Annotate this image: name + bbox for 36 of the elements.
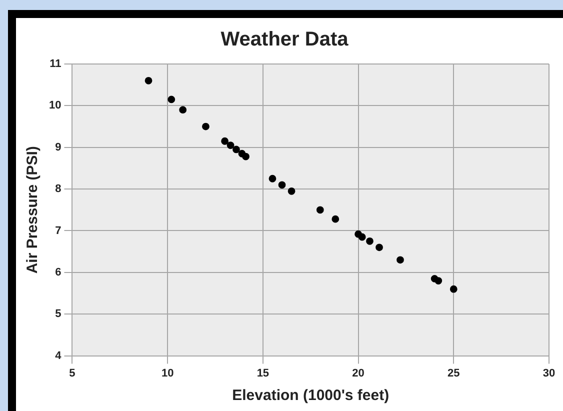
- y-tick-label: 6: [55, 266, 62, 278]
- y-tick-label: 4: [55, 350, 62, 362]
- x-tick-label: 30: [542, 367, 556, 380]
- point: [242, 152, 250, 160]
- point: [434, 277, 442, 284]
- point: [232, 146, 240, 154]
- x-axis-title: Elevation (1000's feet): [232, 387, 390, 404]
- chart-title: Weather Data: [220, 28, 350, 51]
- point: [221, 137, 228, 145]
- y-tick-label: 9: [55, 141, 62, 154]
- point: [278, 181, 286, 189]
- x-tick-label: 10: [161, 367, 174, 380]
- x-tick-label: 20: [352, 367, 364, 380]
- point: [376, 244, 383, 252]
- point: [358, 233, 366, 241]
- x-tick-label: 25: [448, 367, 460, 380]
- y-tick-label: 11: [50, 58, 62, 70]
- point: [366, 237, 374, 245]
- point: [202, 122, 210, 130]
- x-tick-label: 15: [256, 367, 270, 380]
- point: [332, 215, 340, 223]
- point: [396, 256, 404, 264]
- point: [450, 285, 458, 293]
- y-tick-label: 8: [55, 183, 62, 196]
- point: [268, 174, 276, 182]
- point: [144, 76, 152, 84]
- point: [316, 206, 324, 214]
- point: [288, 187, 296, 195]
- x-tick-label: 5: [69, 367, 76, 380]
- y-tick-label: 10: [48, 100, 62, 112]
- point: [179, 106, 187, 114]
- point: [168, 96, 176, 104]
- y-tick-label: 5: [55, 308, 62, 320]
- y-tick-label: 7: [55, 224, 62, 237]
- y-axis-title: Air Pressure (PSI): [24, 146, 42, 274]
- point: [226, 142, 234, 149]
